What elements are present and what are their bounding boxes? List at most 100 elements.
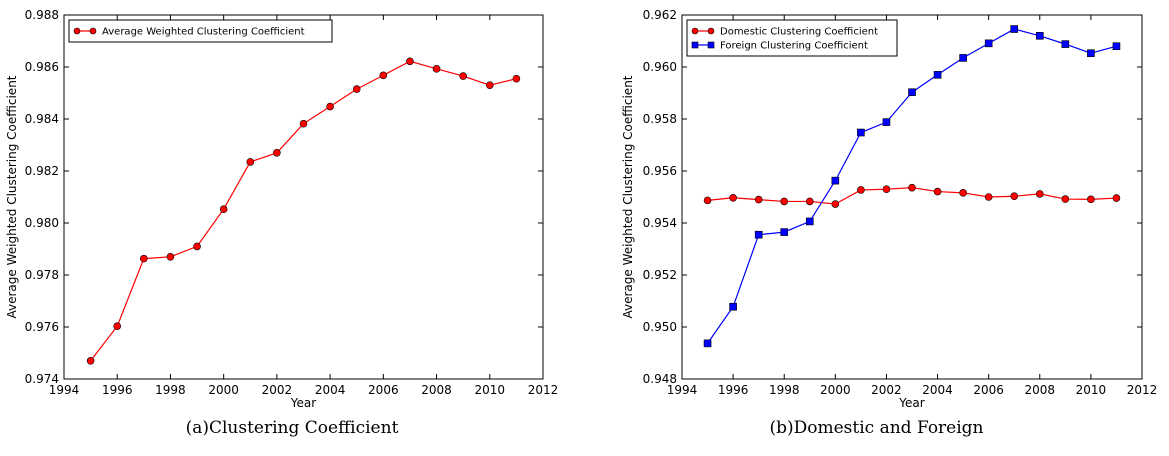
chart-1-series-0-point	[805, 197, 814, 206]
chart-0-xtick-label: 1996	[102, 383, 133, 397]
chart-1-ytick-label: 0.960	[643, 60, 677, 74]
chart-0-plot-frame	[63, 14, 544, 380]
chart-0-series-0-point	[273, 149, 281, 157]
chart-1-series-0-point	[703, 196, 712, 205]
chart-0-series-0-point	[140, 254, 148, 263]
chart-0-x-axis-label: Year	[290, 396, 316, 410]
chart-1-xtick-label: 1996	[718, 383, 749, 397]
chart-0-legend-marker	[89, 27, 97, 35]
chart-0-series-0-point	[299, 119, 308, 128]
chart-0-ytick-label: 0.986	[25, 60, 59, 74]
chart-1-legend	[686, 19, 898, 57]
chart-1-series-0-point	[1035, 190, 1044, 198]
chart-0-ytick-label: 0.974	[25, 372, 59, 386]
chart-0-xtick-label: 2000	[208, 383, 239, 397]
chart-0-ytick-label: 0.976	[25, 320, 59, 334]
chart-1-series-0-point	[1061, 195, 1070, 203]
chart-0-ytick-label: 0.980	[25, 216, 59, 230]
chart-1-series-0-point	[857, 186, 865, 194]
chart-0-series-0-point	[166, 252, 175, 261]
chart-1-series-1-point	[729, 302, 737, 311]
chart-a-svg: 1994 1996 1998 2000 2002 2004 2006 2008 2010 2012…	[5, 8, 559, 410]
chart-0-series-0-point	[352, 85, 361, 93]
chart-panel-a: 1994 1996 1998 2000 2002 2004 2006 2008 2010 2012…	[0, 0, 584, 456]
chart-0-series-0-point	[459, 72, 467, 80]
chart-0-xtick-label: 2006	[368, 383, 399, 397]
chart-1-xtick-label: 1994	[667, 383, 698, 397]
chart-1-xtick-label: 2002	[871, 383, 902, 397]
chart-0-series-0-point	[406, 57, 414, 66]
chart-1-series-0-point	[729, 193, 737, 202]
chart-1-series-1-point	[1035, 31, 1044, 40]
chart-1-series-0-point	[933, 187, 942, 196]
chart-0-xtick-label: 2012	[528, 383, 559, 397]
chart-1-series-1-point	[1112, 42, 1121, 51]
chart-0-xtick-label: 1994	[49, 383, 80, 397]
chart-1-xtick-label: 2004	[922, 383, 953, 397]
chart-1-plot-frame	[681, 14, 1143, 380]
chart-0-xtick-label: 2002	[262, 383, 293, 397]
chart-1-xtick-label: 2008	[1025, 383, 1056, 397]
chart-1-series-1-point	[805, 217, 814, 226]
chart-1-xtick-label: 2006	[973, 383, 1004, 397]
chart-1-series-1-point	[754, 230, 763, 239]
chart-1-series-0-point	[831, 200, 840, 208]
chart-0-series-0-point	[219, 205, 228, 214]
chart-0-ytick-label: 0.988	[25, 8, 59, 22]
chart-1-series-1-point	[1010, 25, 1019, 33]
chart-1-legend-marker	[691, 41, 699, 49]
chart-1-series-0-point	[754, 195, 763, 204]
chart-0-series-0-point	[432, 65, 441, 73]
chart-0-legend-label: Average Weighted Clustering Coefficient	[102, 27, 305, 38]
chart-1-series-1-point	[780, 228, 789, 236]
chart-0-legend	[68, 19, 333, 43]
chart-1-ytick-label: 0.950	[643, 320, 677, 334]
chart-0-xtick-label: 2010	[475, 383, 506, 397]
chart-1-series-0-point	[1112, 194, 1121, 202]
chart-0-series-0-point	[86, 356, 95, 365]
chart-1-legend-label: Foreign Clustering Coefficient	[720, 41, 868, 52]
chart-1-series-1-point	[703, 339, 712, 348]
chart-0-xtick-label: 1998	[155, 383, 186, 397]
chart-1-ytick-label: 0.952	[643, 268, 677, 282]
chart-1-legend-marker	[707, 27, 715, 35]
chart-1-legend-label: Domestic Clustering Coefficient	[720, 27, 878, 38]
chart-1-series-0-point	[1087, 195, 1095, 204]
chart-0-legend-marker	[73, 27, 81, 35]
chart-b-caption: (b)Domestic and Foreign	[769, 418, 984, 438]
chart-0-series-0-point	[485, 81, 494, 89]
chart-1-series-1-point	[959, 54, 967, 62]
chart-panel-b: 1994 1996 1998 2000 2002 2004 2006 2008 2010 2012…	[584, 0, 1169, 456]
chart-1-legend-marker	[707, 41, 715, 49]
chart-0-xtick-label: 2008	[421, 383, 452, 397]
chart-0-xtick-label: 2004	[315, 383, 346, 397]
chart-0-series-0-point	[193, 242, 201, 251]
chart-1-series-0-point	[959, 189, 967, 197]
chart-1-ytick-label: 0.962	[643, 8, 677, 22]
chart-1-ytick-label: 0.958	[643, 112, 677, 126]
chart-0-series-0-line	[90, 60, 517, 362]
chart-0-ytick-label: 0.978	[25, 268, 59, 282]
chart-1-xtick-label: 2012	[1127, 383, 1158, 397]
chart-1-series-0-point	[984, 193, 993, 201]
chart-1-series-1-point	[1061, 40, 1070, 48]
chart-1-series-0-point	[780, 197, 789, 206]
chart-1-ytick-label: 0.956	[643, 164, 677, 178]
chart-b-svg: 1994 1996 1998 2000 2002 2004 2006 2008 2010 2012…	[621, 8, 1158, 410]
chart-1-legend-marker	[691, 27, 699, 35]
chart-1-ytick-label: 0.954	[643, 216, 677, 230]
chart-1-series-1-point	[857, 128, 865, 137]
chart-0-ytick-label: 0.984	[25, 112, 59, 126]
chart-0-y-axis-label: Average Weighted Clustering Coefficient	[5, 75, 19, 318]
chart-1-series-1-point	[882, 118, 891, 126]
chart-1-ytick-label: 0.948	[643, 372, 677, 386]
chart-1-xtick-label: 2010	[1076, 383, 1107, 397]
chart-0-series-0-point	[246, 158, 255, 166]
chart-1-series-0-point	[882, 185, 891, 193]
chart-1-series-1-point	[933, 71, 942, 79]
chart-1-series-1-point	[908, 88, 916, 97]
chart-0-series-0-point	[113, 322, 122, 331]
chart-1-series-1-point	[1087, 49, 1095, 58]
chart-a-caption: (a)Clustering Coefficient	[185, 418, 399, 438]
chart-1-series-1-point	[831, 176, 840, 185]
